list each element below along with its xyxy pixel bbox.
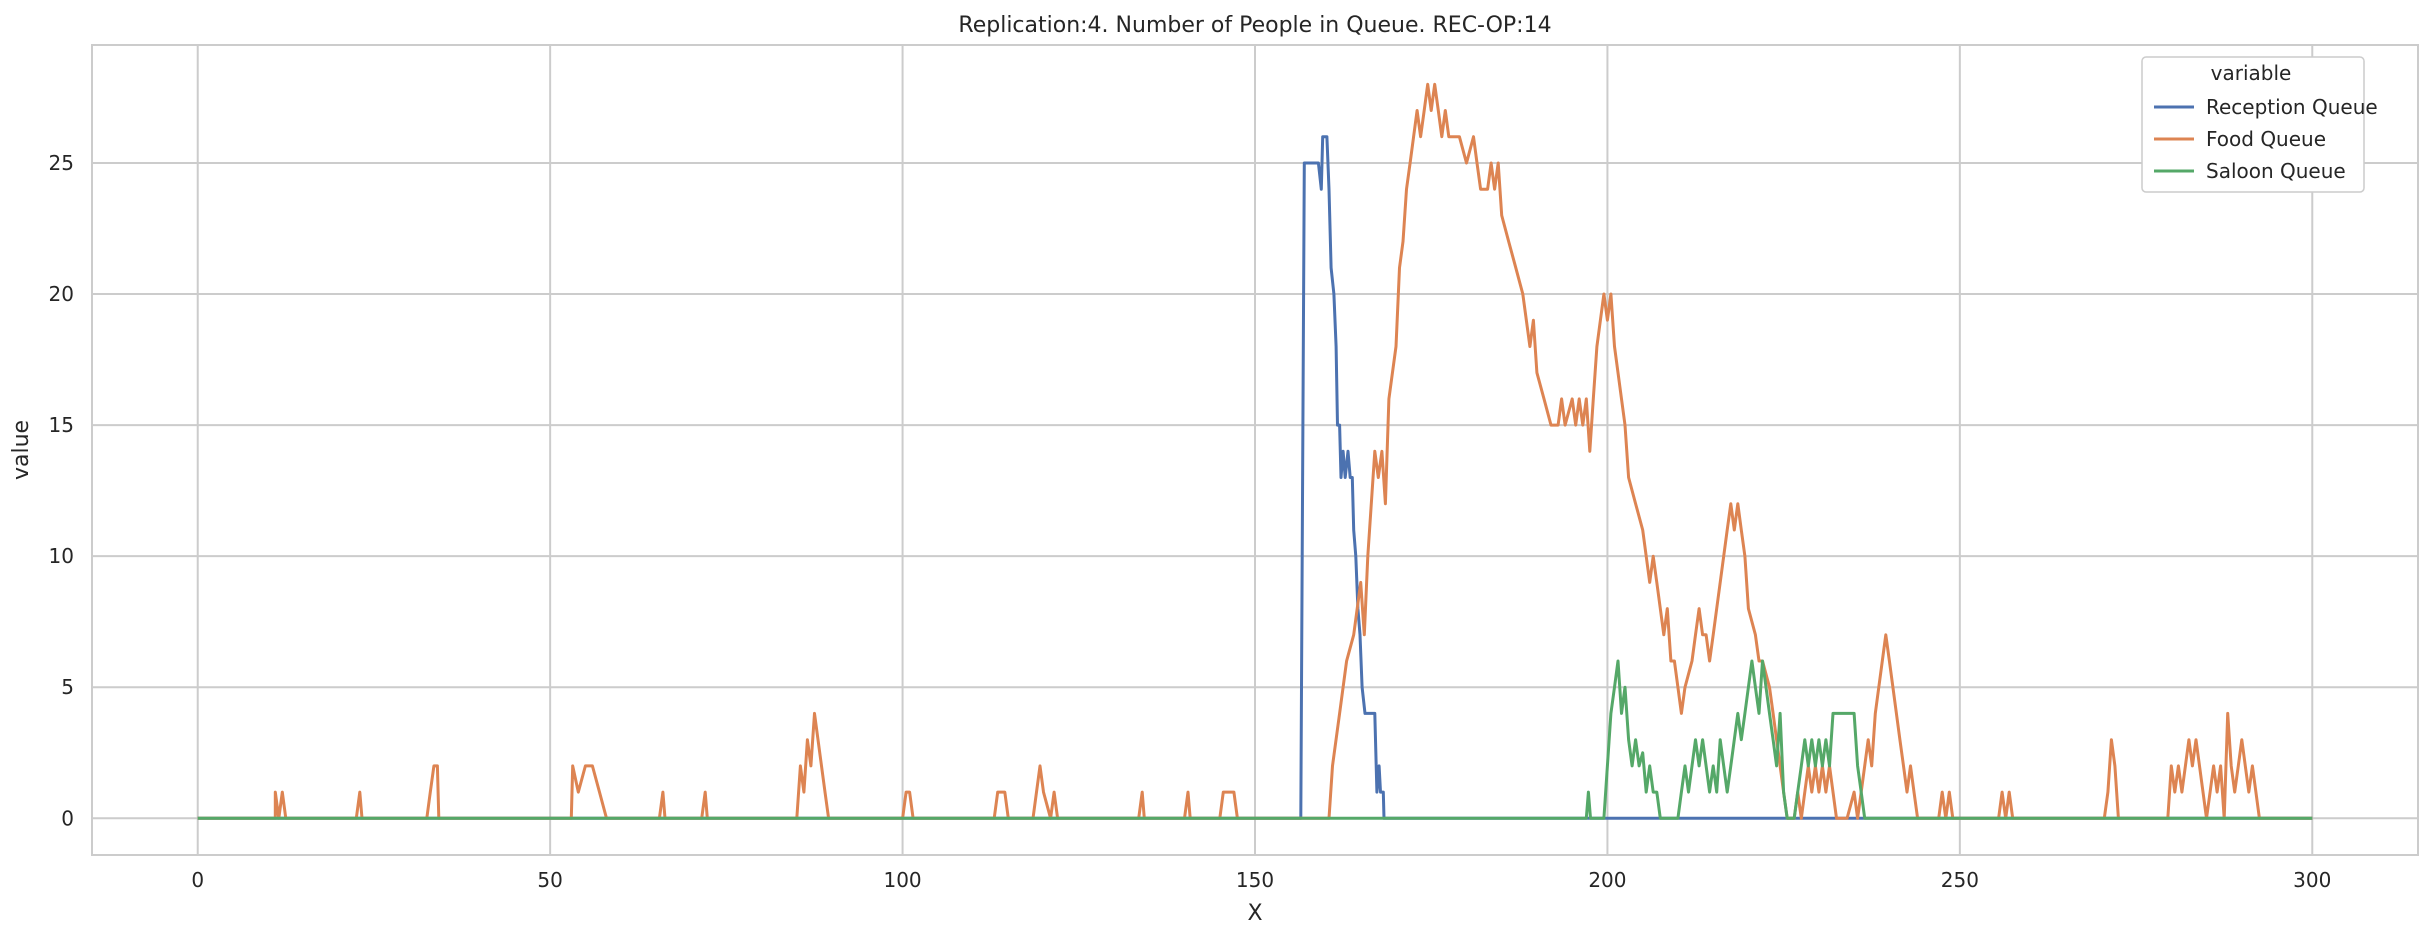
- x-tick-label: 50: [537, 868, 562, 892]
- y-tick-label: 10: [49, 544, 74, 568]
- legend-box: [2141, 56, 2365, 193]
- plot-frame: [91, 44, 2419, 856]
- x-axis-label: X: [1247, 901, 1262, 926]
- x-tick-label: 250: [1941, 868, 1979, 892]
- legend-label: Food Queue: [2206, 127, 2326, 151]
- x-tick-label: 300: [2293, 868, 2331, 892]
- y-tick-label: 0: [61, 806, 74, 830]
- grid: [92, 45, 2418, 855]
- y-tick-label: 5: [61, 675, 74, 699]
- chart-title: Replication:4. Number of People in Queue…: [958, 13, 1551, 38]
- series-line-3: [197, 659, 2313, 820]
- tick-labels: 0 50 100 150 200 250 300 0 5 10 15 20 25: [49, 151, 2332, 892]
- legend-label: Saloon Queue: [2206, 159, 2346, 183]
- x-tick-label: 0: [191, 868, 204, 892]
- series-line-1: [197, 135, 2313, 820]
- x-tick-label: 150: [1236, 868, 1274, 892]
- x-tick-label: 100: [883, 868, 921, 892]
- y-tick-label: 20: [49, 282, 74, 306]
- legend-title: variable: [2211, 61, 2292, 85]
- y-tick-label: 25: [49, 151, 74, 175]
- y-tick-label: 15: [49, 413, 74, 437]
- legend-label: Reception Queue: [2206, 95, 2378, 119]
- legend: variable Reception Queue Food Queue Saloon…: [2141, 56, 2378, 193]
- legend-items: Reception Queue Food Queue Saloon Queue: [2154, 95, 2378, 183]
- x-tick-label: 200: [1588, 868, 1626, 892]
- series-lines: [197, 82, 2313, 820]
- series-line-2: [197, 82, 2313, 820]
- y-axis-label: value: [9, 420, 34, 480]
